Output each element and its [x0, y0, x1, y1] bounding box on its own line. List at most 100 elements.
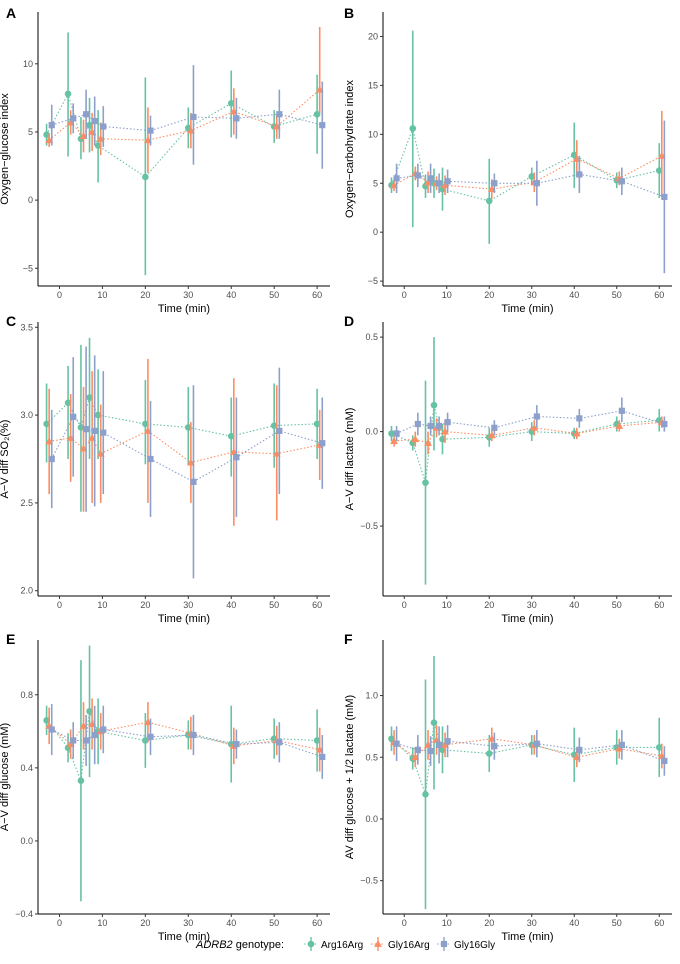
- data-point: [43, 717, 50, 724]
- data-point: [276, 111, 283, 118]
- x-tick-label: 50: [612, 918, 622, 928]
- y-axis-title: A−V diff lactate (mM): [344, 408, 356, 511]
- data-point: [233, 115, 240, 122]
- series-line: [394, 421, 662, 444]
- series-line: [51, 728, 323, 758]
- x-tick-label: 50: [269, 600, 279, 610]
- data-point: [576, 171, 583, 178]
- data-point: [615, 422, 624, 429]
- x-axis-title: Time (min): [158, 931, 210, 943]
- series-line: [396, 173, 665, 198]
- data-point: [233, 741, 240, 748]
- series-gly16gly: [48, 703, 326, 779]
- panel-letter: E: [6, 631, 15, 647]
- panel-f: F −0.5 0.0 0.5 1.0 0 10 20 30 40 50 60 Time (min) AV …: [344, 631, 672, 943]
- legend-title: ADRB2 genotype:: [195, 939, 284, 951]
- legend-key-marker: [374, 940, 382, 947]
- x-tick-label: 10: [442, 290, 452, 300]
- y-tick-label: 3.5: [20, 322, 33, 332]
- y-axis-title: Oxygen−glucose index: [0, 93, 11, 205]
- data-point: [422, 479, 429, 486]
- y-tick-label: 0.0: [365, 814, 378, 824]
- data-point: [393, 175, 400, 182]
- data-point: [64, 90, 72, 98]
- data-point: [430, 401, 438, 409]
- y-tick-label: 2.0: [20, 586, 33, 596]
- x-tick-label: 60: [312, 600, 322, 610]
- y-tick-label: −0.5: [360, 521, 378, 531]
- series-gly16gly: [393, 120, 668, 274]
- series-line: [391, 404, 660, 483]
- series-arg16arg: [43, 32, 321, 276]
- data-point: [100, 123, 107, 130]
- data-point: [313, 737, 321, 744]
- data-point: [82, 737, 90, 744]
- panel-d: D −0.5 0.0 0.5 0 10 20 30 40 50 60 Time (min) A−V di…: [344, 313, 672, 625]
- y-axis-title: A−V diff glucose (mM): [0, 723, 11, 831]
- series-arg16arg: [388, 656, 663, 910]
- data-point: [91, 427, 98, 434]
- data-point: [655, 744, 663, 751]
- series-line: [48, 721, 320, 751]
- data-point: [43, 420, 50, 428]
- x-tick-label: 60: [312, 918, 322, 928]
- data-point: [618, 741, 625, 749]
- x-tick-label: 60: [312, 290, 322, 300]
- y-tick-label: 0.5: [365, 752, 378, 762]
- data-point: [436, 741, 443, 749]
- data-point: [319, 440, 326, 447]
- series-gly16gly: [393, 397, 668, 442]
- y-tick-label: 0.0: [20, 836, 33, 846]
- x-axis-title: Time (min): [158, 613, 210, 625]
- data-point: [533, 180, 540, 187]
- data-point: [414, 172, 421, 179]
- data-point: [430, 719, 438, 726]
- data-point: [184, 424, 192, 431]
- y-tick-label: −0.4: [15, 909, 33, 919]
- data-point: [94, 411, 102, 419]
- x-tick-label: 0: [57, 918, 62, 928]
- x-tick-label: 30: [183, 600, 193, 610]
- data-point: [655, 167, 663, 174]
- legend-label: Gly16Gly: [454, 940, 495, 951]
- y-tick-label: 0: [373, 227, 378, 237]
- data-point: [441, 427, 449, 435]
- panel-b: B −5 0 5 10 15 20 0 10 20 30 40 50 60 Time (min) Oxygen…: [344, 5, 672, 315]
- data-point: [618, 407, 625, 414]
- data-point: [86, 707, 93, 715]
- x-tick-label: 20: [140, 918, 150, 928]
- x-axis-title: Time (min): [501, 613, 553, 625]
- series-gly16gly: [48, 65, 326, 169]
- data-point: [100, 726, 107, 733]
- data-point: [427, 422, 434, 430]
- series-line: [51, 113, 323, 132]
- data-point: [48, 726, 55, 733]
- series-gly16gly: [48, 346, 326, 579]
- data-point: [82, 426, 90, 433]
- y-tick-label: 5: [373, 178, 378, 188]
- legend-title-rest: genotype:: [233, 939, 284, 951]
- x-tick-label: 20: [484, 918, 494, 928]
- data-point: [319, 753, 326, 761]
- y-tick-label: 0.4: [20, 763, 33, 773]
- data-point: [147, 455, 154, 463]
- data-point: [572, 429, 581, 437]
- data-point: [411, 435, 420, 443]
- data-point: [82, 111, 90, 118]
- x-tick-label: 50: [612, 600, 622, 610]
- y-tick-label: 20: [368, 31, 378, 41]
- x-tick-label: 40: [569, 918, 579, 928]
- data-point: [444, 419, 451, 426]
- series-gly16arg: [45, 358, 324, 526]
- data-point: [227, 100, 235, 107]
- x-tick-label: 10: [442, 918, 452, 928]
- data-point: [91, 117, 98, 125]
- x-tick-label: 20: [140, 290, 150, 300]
- x-tick-label: 60: [654, 290, 664, 300]
- data-point: [409, 125, 417, 132]
- x-tick-label: 0: [57, 290, 62, 300]
- series-line: [393, 155, 663, 190]
- data-point: [276, 739, 283, 746]
